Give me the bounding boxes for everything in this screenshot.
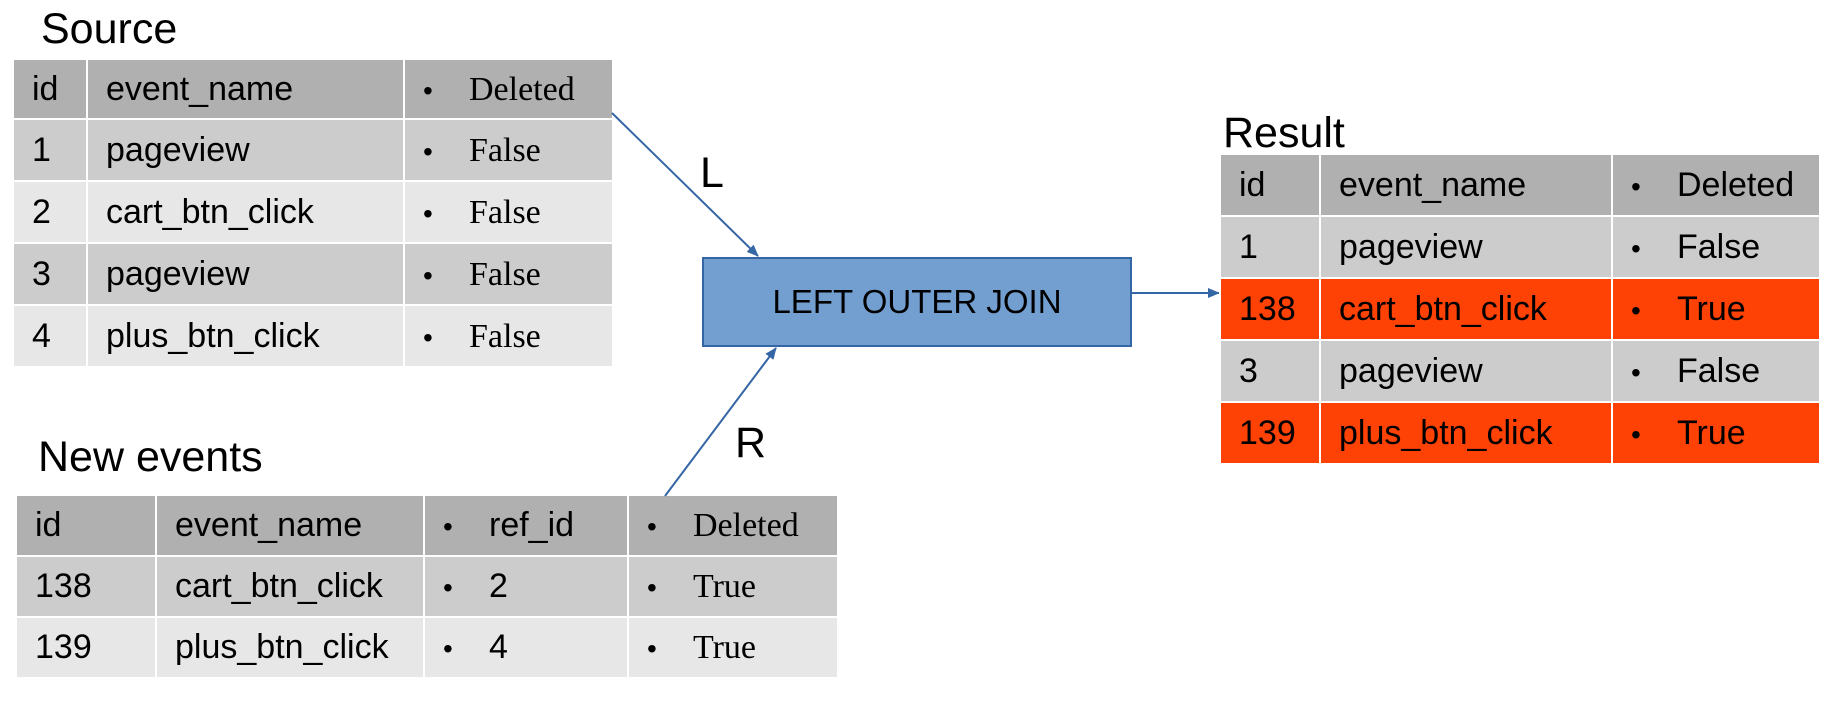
bullet-icon: • [1631,232,1641,264]
table-row: 1 pageview • False [12,118,614,182]
table-row: 3 pageview • False [1219,339,1821,403]
cell-id: 3 [1219,339,1321,403]
bullet-icon: • [423,197,433,229]
left-outer-join-box: LEFT OUTER JOIN [702,257,1132,347]
bullet-icon: • [1631,294,1641,326]
cell-deleted: • False [403,180,614,244]
cell-deleted: • False [403,118,614,182]
table-row-highlighted: 139 plus_btn_click • True [1219,401,1821,465]
join-label: LEFT OUTER JOIN [772,283,1062,320]
cell-deleted: • False [1611,215,1821,279]
header-deleted: • Deleted [627,494,839,557]
table-row: 1 pageview • False [1219,215,1821,279]
result-table: id event_name • Deleted 1 pageview • False… [1219,153,1821,465]
bullet-icon: • [443,633,453,664]
table-row: 2 cart_btn_click • False [12,180,614,244]
new-events-table: id event_name • ref_id • Deleted 138 cart_… [15,494,839,679]
source-title: Source [41,5,178,53]
left-input-label: L [700,149,724,197]
table-header-row: id event_name • Deleted [1219,153,1821,217]
cell-event-name: cart_btn_click [86,180,405,244]
table-header-row: id event_name • ref_id • Deleted [15,494,839,557]
bullet-icon: • [1631,356,1641,388]
cell-id: 139 [15,616,157,679]
result-title: Result [1223,109,1345,157]
right-arrow [664,347,777,497]
cell-id: 2 [12,180,88,244]
header-deleted: • Deleted [403,58,614,120]
cell-event-name: pageview [1319,215,1613,279]
cell-event-name: plus_btn_click [1319,401,1613,465]
cell-id: 139 [1219,401,1321,465]
table-row: 3 pageview • False [12,242,614,306]
cell-id: 138 [15,555,157,618]
header-id: id [12,58,88,120]
header-ref-id: • ref_id [423,494,629,557]
cell-deleted: • True [1611,277,1821,341]
right-input-label: R [735,419,767,467]
bullet-icon: • [1631,418,1641,450]
cell-event-name: cart_btn_click [1319,277,1613,341]
header-event-name: event_name [155,494,425,557]
cell-deleted: • True [627,555,839,618]
header-deleted: • Deleted [1611,153,1821,217]
bullet-icon: • [423,321,433,353]
cell-deleted: • False [403,242,614,306]
cell-ref-id: • 4 [423,616,629,679]
bullet-icon: • [647,633,657,664]
table-row: 138 cart_btn_click • 2 • True [15,555,839,618]
cell-id: 3 [12,242,88,306]
cell-event-name: pageview [86,118,405,182]
new-events-title: New events [38,433,263,481]
bullet-icon: • [443,572,453,603]
table-header-row: id event_name • Deleted [12,58,614,120]
table-row: 139 plus_btn_click • 4 • True [15,616,839,679]
bullet-icon: • [423,74,433,106]
cell-id: 4 [12,304,88,368]
bullet-icon: • [423,135,433,167]
cell-id: 138 [1219,277,1321,341]
cell-event-name: cart_btn_click [155,555,425,618]
cell-deleted: • False [1611,339,1821,403]
table-row: 4 plus_btn_click • False [12,304,614,368]
cell-deleted: • True [627,616,839,679]
cell-id: 1 [1219,215,1321,279]
header-id: id [1219,153,1321,217]
source-table: id event_name • Deleted 1 pageview • False… [12,58,614,368]
cell-event-name: plus_btn_click [155,616,425,679]
bullet-icon: • [647,511,657,542]
cell-id: 1 [12,118,88,182]
bullet-icon: • [423,259,433,291]
header-event-name: event_name [86,58,405,120]
cell-event-name: plus_btn_click [86,304,405,368]
bullet-icon: • [1631,170,1641,202]
cell-deleted: • False [403,304,614,368]
header-event-name: event_name [1319,153,1613,217]
cell-ref-id: • 2 [423,555,629,618]
cell-deleted: • True [1611,401,1821,465]
cell-event-name: pageview [1319,339,1613,403]
left-arrow [611,112,759,257]
cell-event-name: pageview [86,242,405,306]
header-id: id [15,494,157,557]
bullet-icon: • [443,511,453,542]
bullet-icon: • [647,572,657,603]
table-row-highlighted: 138 cart_btn_click • True [1219,277,1821,341]
